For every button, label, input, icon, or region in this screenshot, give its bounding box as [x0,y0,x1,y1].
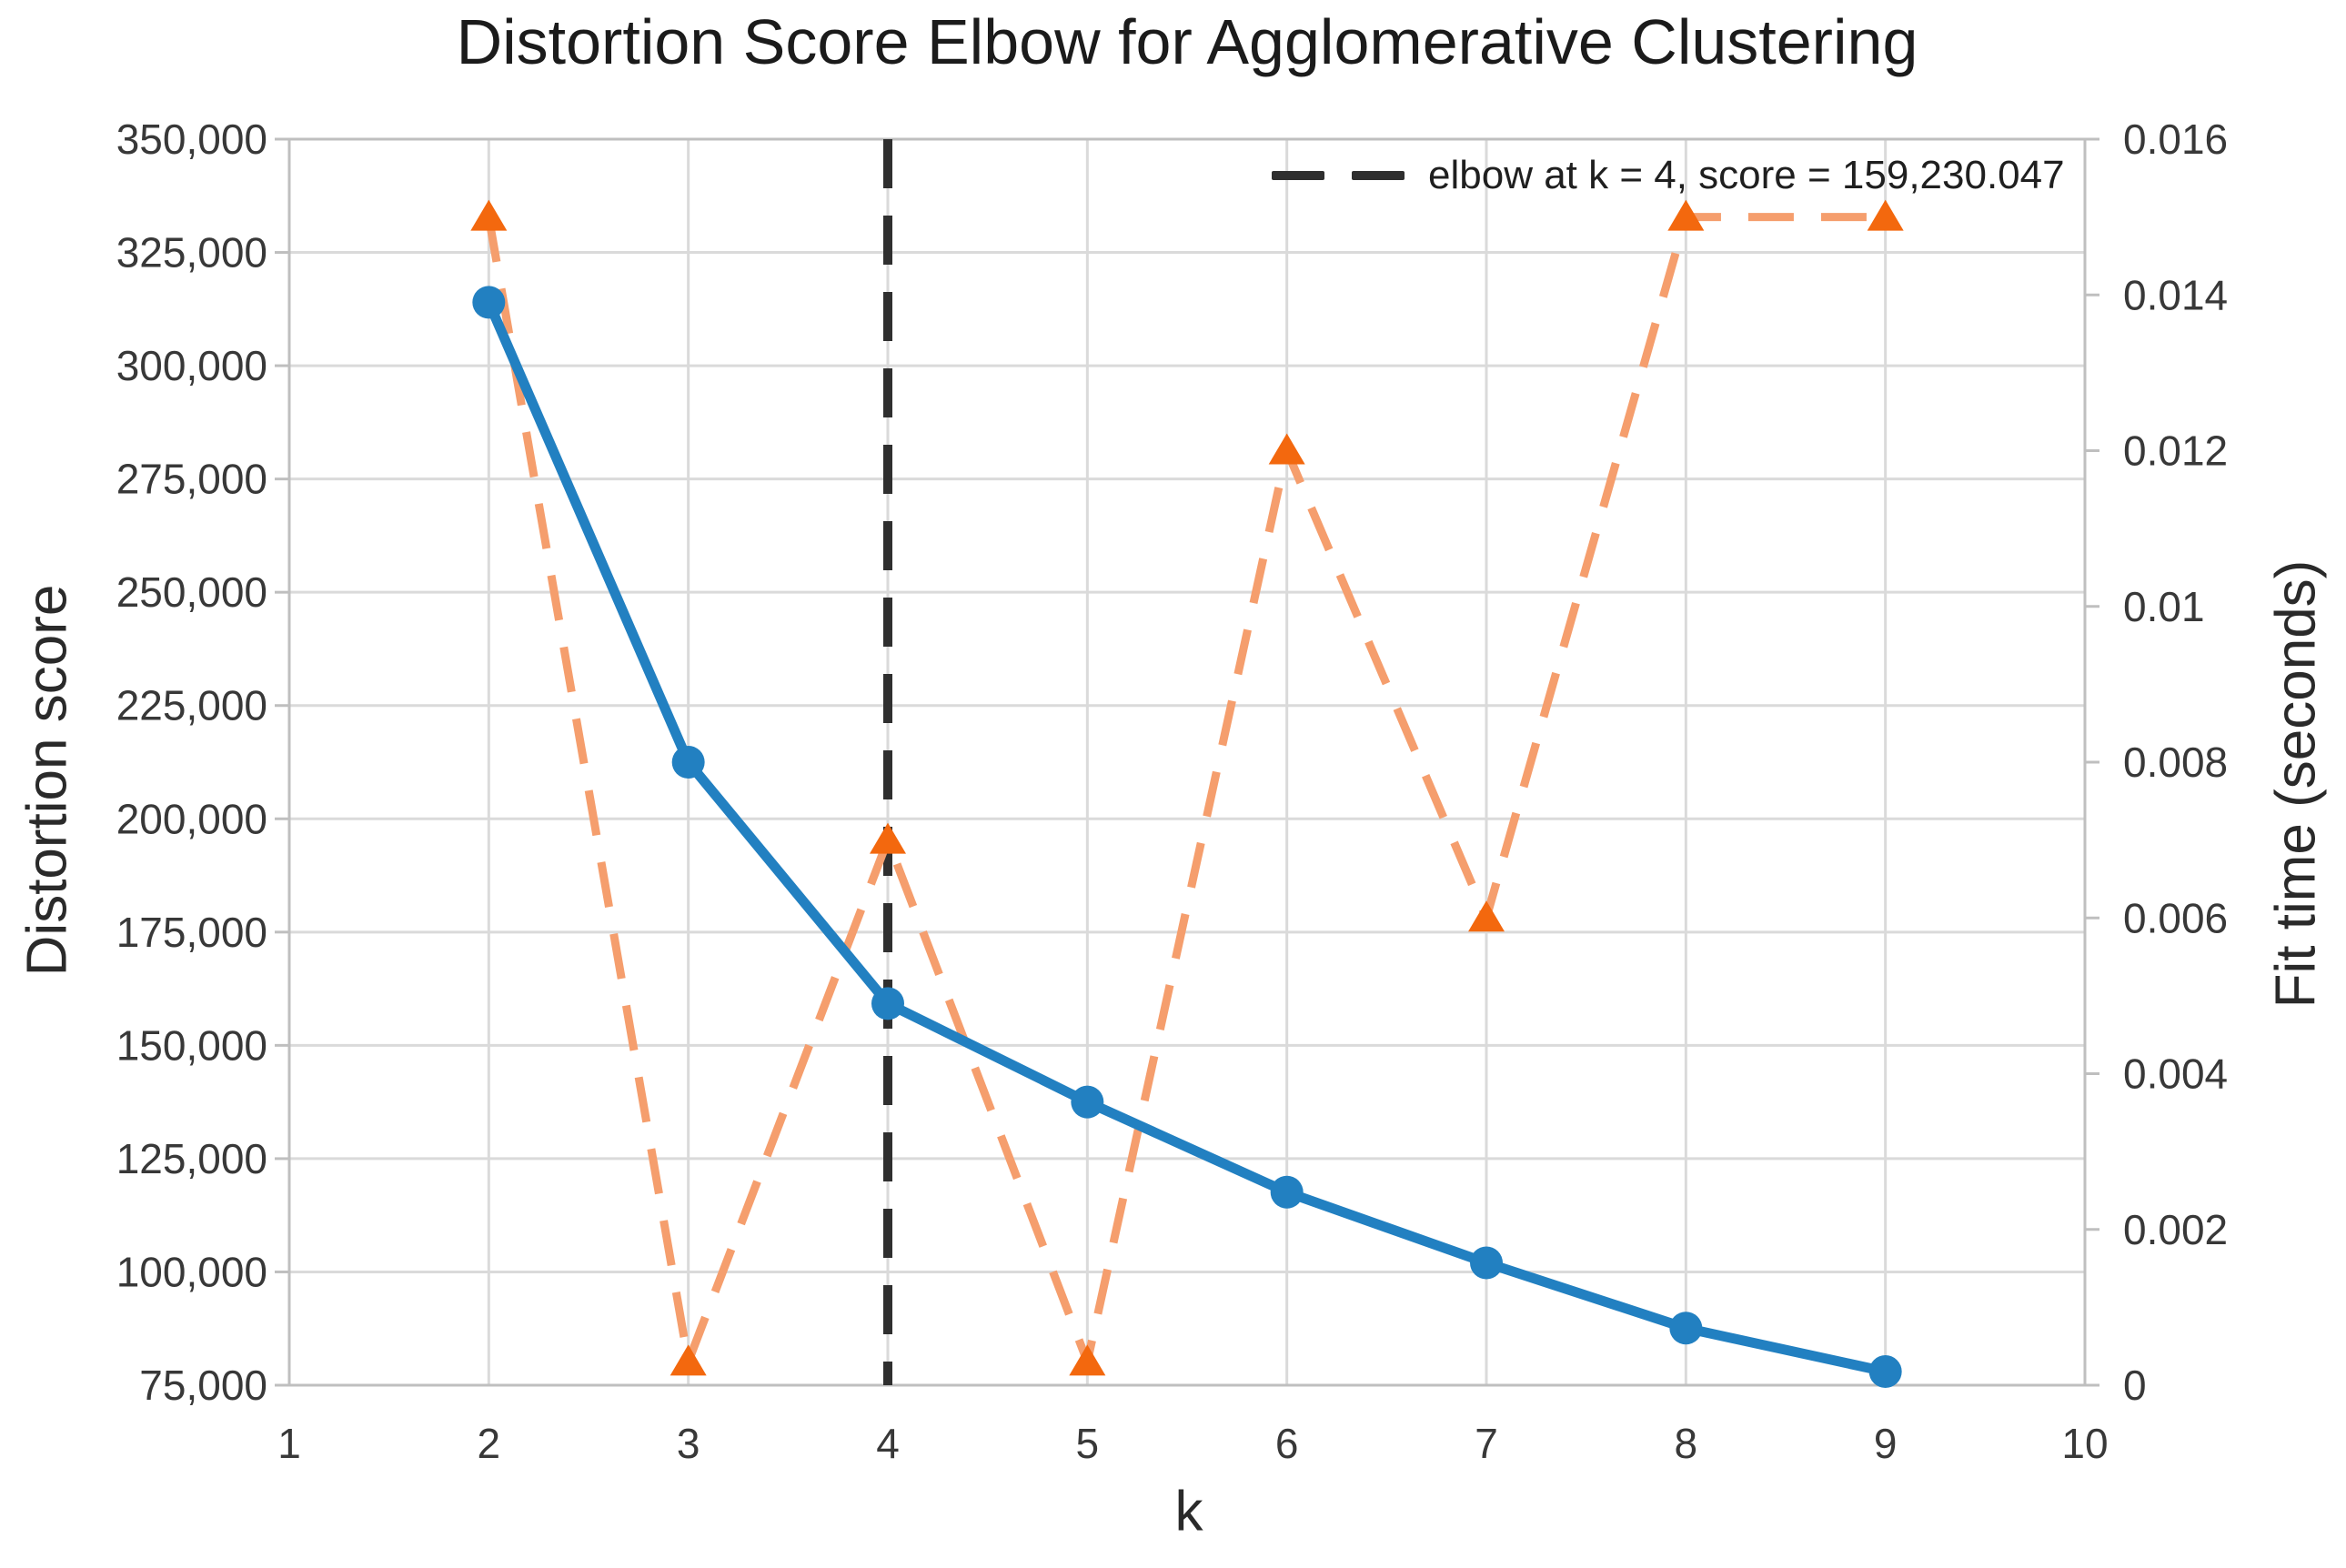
fit-time-marker [1667,199,1705,231]
fit-time-marker [1268,433,1305,465]
right-axis-tick-label: 0 [2123,1362,2147,1409]
distortion-marker [1470,1246,1503,1280]
left-axis-tick-label: 325,000 [116,229,267,276]
right-axis-tick-label: 0.016 [2123,116,2228,163]
dash-segment [1352,171,1405,180]
left-axis-tick-label: 200,000 [116,795,267,842]
left-axis-tick-label: 100,000 [116,1248,267,1295]
distortion-marker [1270,1175,1304,1209]
distortion-marker [1669,1312,1703,1345]
fit-time-marker [670,1344,707,1376]
left-axis-tick-label: 125,000 [116,1135,267,1182]
right-axis-tick-label: 0.004 [2123,1050,2228,1098]
fit-time-marker [1867,199,1904,231]
fit-time-line [484,213,1886,1366]
distortion-marker [1868,1355,1902,1389]
fit-time-marker [1069,1344,1106,1376]
right-axis-tick-label: 0.014 [2123,271,2228,318]
x-axis-label: k [1174,1480,1203,1543]
left-axis-tick-label: 175,000 [116,909,267,956]
legend: elbow at k = 4, score = 159,230.047 [1272,153,2065,198]
fit-time-marker [1468,900,1505,932]
distortion-line [483,297,1891,1377]
x-axis-tick-label: 6 [1275,1420,1299,1467]
dash-segment [1272,171,1324,180]
x-axis-tick-label: 8 [1675,1420,1698,1467]
left-axis-tick-label: 250,000 [116,568,267,616]
right-axis-tick-label: 0.002 [2123,1206,2228,1253]
right-axis-tick-label: 0.006 [2123,894,2228,941]
left-axis-tick-label: 225,000 [116,682,267,729]
fit-time-marker [470,199,508,231]
right-axis-tick-label: 0.01 [2123,583,2205,630]
x-axis-tick-label: 7 [1475,1420,1498,1467]
axis-border [287,137,2087,1387]
x-axis-tick-label: 3 [677,1420,700,1467]
legend-label: elbow at k = 4, score = 159,230.047 [1428,153,2065,197]
left-axis-tick-label: 150,000 [116,1021,267,1069]
left-axis-tick-label: 275,000 [116,456,267,503]
x-axis-tick-label: 1 [277,1420,301,1467]
x-axis-tick-label: 4 [876,1420,900,1467]
legend-dash-icon [1272,171,1405,180]
x-axis-tick-label: 10 [2061,1420,2108,1467]
left-axis-tick-label: 300,000 [116,342,267,389]
x-axis-tick-label: 9 [1874,1420,1898,1467]
chart-title: Distortion Score Elbow for Agglomerative… [456,6,1918,77]
distortion-marker [671,746,705,779]
left-axis-tick-label: 350,000 [116,116,267,163]
distortion-marker [1071,1085,1104,1119]
x-axis-tick-label: 2 [478,1420,501,1467]
right-axis-tick-label: 0.012 [2123,427,2228,475]
left-axis-tick-label: 75,000 [139,1362,267,1409]
y-axis-label-right: Fit time (seconds) [2264,559,2328,1009]
x-axis-tick-label: 5 [1076,1420,1100,1467]
fit-time-marker [870,822,906,854]
right-axis-tick-label: 0.008 [2123,739,2228,786]
distortion-marker [472,286,506,319]
distortion-marker [871,987,904,1020]
y-axis-label-left: Distortion score [15,584,79,977]
